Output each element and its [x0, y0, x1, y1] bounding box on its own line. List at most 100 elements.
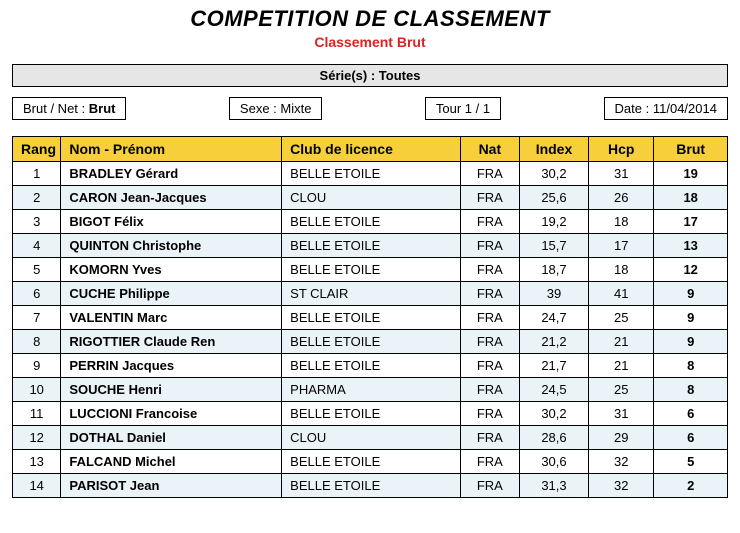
table-row: 3BIGOT FélixBELLE ETOILEFRA19,21817	[13, 210, 728, 234]
cell-index: 24,5	[519, 378, 588, 402]
cell-name: VALENTIN Marc	[61, 306, 282, 330]
cell-nat: FRA	[460, 162, 519, 186]
cell-hcp: 18	[589, 210, 654, 234]
page-title: COMPETITION DE CLASSEMENT	[12, 6, 728, 32]
cell-hcp: 25	[589, 378, 654, 402]
cell-index: 39	[519, 282, 588, 306]
meta-date: Date : 11/04/2014	[604, 97, 728, 120]
col-name: Nom - Prénom	[61, 137, 282, 162]
meta-round-value: Tour 1 / 1	[436, 101, 490, 116]
cell-nat: FRA	[460, 210, 519, 234]
cell-rank: 4	[13, 234, 61, 258]
cell-hcp: 41	[589, 282, 654, 306]
cell-nat: FRA	[460, 474, 519, 498]
meta-brutnet-label: Brut / Net :	[23, 101, 85, 116]
cell-brut: 9	[654, 306, 728, 330]
cell-rank: 8	[13, 330, 61, 354]
cell-index: 25,6	[519, 186, 588, 210]
cell-rank: 14	[13, 474, 61, 498]
cell-name: QUINTON Christophe	[61, 234, 282, 258]
cell-club: BELLE ETOILE	[282, 402, 461, 426]
ranking-table: Rang Nom - Prénom Club de licence Nat In…	[12, 136, 728, 498]
cell-club: BELLE ETOILE	[282, 330, 461, 354]
table-row: 9PERRIN JacquesBELLE ETOILEFRA21,7218	[13, 354, 728, 378]
col-nat: Nat	[460, 137, 519, 162]
cell-brut: 6	[654, 402, 728, 426]
cell-brut: 8	[654, 354, 728, 378]
cell-brut: 8	[654, 378, 728, 402]
table-row: 4QUINTON ChristopheBELLE ETOILEFRA15,717…	[13, 234, 728, 258]
cell-nat: FRA	[460, 306, 519, 330]
cell-nat: FRA	[460, 282, 519, 306]
cell-rank: 11	[13, 402, 61, 426]
cell-name: SOUCHE Henri	[61, 378, 282, 402]
cell-nat: FRA	[460, 426, 519, 450]
table-row: 11LUCCIONI FrancoiseBELLE ETOILEFRA30,23…	[13, 402, 728, 426]
table-row: 12DOTHAL DanielCLOUFRA28,6296	[13, 426, 728, 450]
cell-index: 30,2	[519, 162, 588, 186]
col-hcp: Hcp	[589, 137, 654, 162]
cell-index: 31,3	[519, 474, 588, 498]
cell-hcp: 21	[589, 354, 654, 378]
cell-club: PHARMA	[282, 378, 461, 402]
table-row: 13FALCAND MichelBELLE ETOILEFRA30,6325	[13, 450, 728, 474]
table-row: 2CARON Jean-JacquesCLOUFRA25,62618	[13, 186, 728, 210]
cell-club: CLOU	[282, 186, 461, 210]
cell-club: BELLE ETOILE	[282, 306, 461, 330]
meta-brutnet: Brut / Net : Brut	[12, 97, 126, 120]
cell-index: 18,7	[519, 258, 588, 282]
cell-rank: 12	[13, 426, 61, 450]
cell-hcp: 32	[589, 474, 654, 498]
cell-name: CUCHE Philippe	[61, 282, 282, 306]
cell-index: 19,2	[519, 210, 588, 234]
table-header-row: Rang Nom - Prénom Club de licence Nat In…	[13, 137, 728, 162]
cell-hcp: 31	[589, 162, 654, 186]
cell-index: 15,7	[519, 234, 588, 258]
cell-hcp: 25	[589, 306, 654, 330]
cell-nat: FRA	[460, 402, 519, 426]
cell-club: ST CLAIR	[282, 282, 461, 306]
cell-club: BELLE ETOILE	[282, 354, 461, 378]
meta-sex-label: Sexe :	[240, 101, 277, 116]
cell-nat: FRA	[460, 354, 519, 378]
cell-hcp: 31	[589, 402, 654, 426]
cell-nat: FRA	[460, 330, 519, 354]
cell-brut: 13	[654, 234, 728, 258]
cell-name: BIGOT Félix	[61, 210, 282, 234]
table-row: 6CUCHE PhilippeST CLAIRFRA39419	[13, 282, 728, 306]
cell-name: LUCCIONI Francoise	[61, 402, 282, 426]
cell-name: PARISOT Jean	[61, 474, 282, 498]
cell-rank: 13	[13, 450, 61, 474]
cell-brut: 9	[654, 282, 728, 306]
table-row: 7VALENTIN MarcBELLE ETOILEFRA24,7259	[13, 306, 728, 330]
cell-name: DOTHAL Daniel	[61, 426, 282, 450]
cell-rank: 2	[13, 186, 61, 210]
cell-name: KOMORN Yves	[61, 258, 282, 282]
series-bar: Série(s) : Toutes	[12, 64, 728, 87]
cell-brut: 6	[654, 426, 728, 450]
cell-name: PERRIN Jacques	[61, 354, 282, 378]
col-club: Club de licence	[282, 137, 461, 162]
cell-rank: 1	[13, 162, 61, 186]
meta-brutnet-value: Brut	[89, 101, 116, 116]
meta-date-value: 11/04/2014	[653, 101, 717, 116]
cell-brut: 18	[654, 186, 728, 210]
cell-brut: 19	[654, 162, 728, 186]
col-brut: Brut	[654, 137, 728, 162]
cell-index: 28,6	[519, 426, 588, 450]
col-index: Index	[519, 137, 588, 162]
meta-row: Brut / Net : Brut Sexe : Mixte Tour 1 / …	[12, 97, 728, 120]
cell-name: CARON Jean-Jacques	[61, 186, 282, 210]
cell-hcp: 29	[589, 426, 654, 450]
cell-brut: 2	[654, 474, 728, 498]
cell-nat: FRA	[460, 258, 519, 282]
cell-nat: FRA	[460, 450, 519, 474]
cell-index: 24,7	[519, 306, 588, 330]
cell-index: 30,2	[519, 402, 588, 426]
cell-brut: 12	[654, 258, 728, 282]
cell-club: BELLE ETOILE	[282, 234, 461, 258]
cell-name: BRADLEY Gérard	[61, 162, 282, 186]
cell-rank: 10	[13, 378, 61, 402]
cell-hcp: 17	[589, 234, 654, 258]
cell-brut: 17	[654, 210, 728, 234]
